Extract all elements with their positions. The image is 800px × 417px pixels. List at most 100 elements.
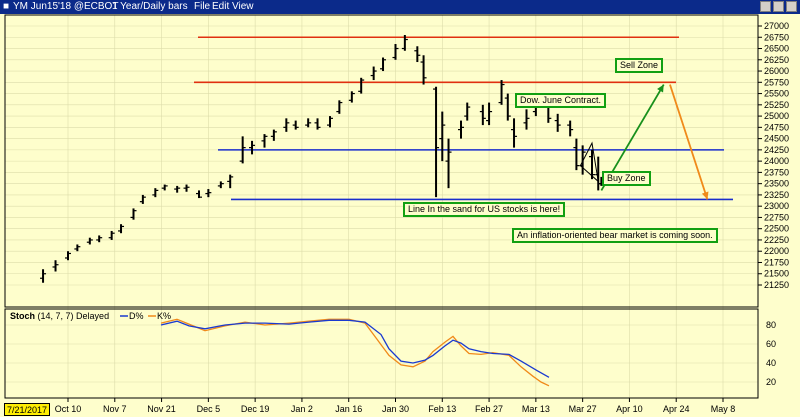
ohlc-bar: [486, 102, 493, 126]
ohlc-bar: [573, 138, 580, 171]
close-button[interactable]: [786, 1, 797, 12]
ohlc-bar: [380, 57, 387, 72]
price-tick-label: 21250: [764, 280, 789, 290]
ohlc-bar: [567, 120, 574, 137]
date-tick-label: Jan 16: [335, 404, 362, 414]
minimize-button[interactable]: [760, 1, 771, 12]
flag-outline: [579, 141, 599, 183]
ohlc-bar: [174, 185, 181, 193]
stochastic-lines: [160, 318, 550, 387]
stoch-tick-label: 20: [766, 377, 776, 387]
ohlc-bar: [196, 190, 202, 199]
ohlc-bar: [161, 184, 168, 191]
price-tick-label: 23250: [764, 190, 789, 200]
ohlc-bar: [305, 118, 312, 128]
buy-zone-label: Buy Zone: [602, 171, 651, 186]
ohlc-bar: [52, 260, 59, 272]
up-arrow-head: [657, 84, 664, 93]
menu-edit[interactable]: Edit: [212, 1, 230, 12]
stoch-tick-label: 60: [766, 339, 776, 349]
date-tick-label: Apr 24: [663, 404, 690, 414]
ohlc-bar: [270, 129, 277, 141]
ohlc-bar: [183, 184, 190, 192]
date-tick-label: Nov 7: [103, 404, 127, 414]
ohlc-bar: [589, 149, 595, 180]
ohlc-bar: [205, 189, 212, 198]
price-tick-label: 21750: [764, 257, 789, 267]
date-tick-label: Feb 27: [475, 404, 503, 414]
ohlc-bar: [40, 269, 47, 283]
ohlc-bar: [130, 208, 137, 220]
ohlc-bar: [392, 44, 399, 60]
price-tick-label: 26250: [764, 55, 789, 65]
date-tick-label: Mar 27: [569, 404, 597, 414]
ohlc-bar: [139, 194, 146, 204]
ohlc-bar: [336, 100, 343, 114]
ohlc-bar: [327, 116, 333, 128]
price-tick-label: 24000: [764, 156, 789, 166]
ohlc-bar: [420, 55, 427, 85]
ohlc-bar: [554, 113, 561, 132]
title-bar: ■ YM Jun15'18 @ECBOT 1 Year/Daily bars F…: [0, 0, 800, 14]
date-tick-label: Apr 10: [616, 404, 643, 414]
date-tick-label: Dec 19: [241, 404, 270, 414]
ohlc-bar: [511, 118, 518, 148]
date-tick-label: Mar 13: [522, 404, 550, 414]
price-tick-label: 24250: [764, 145, 789, 155]
price-tick-label: 23000: [764, 201, 789, 211]
ohlc-bar: [239, 136, 246, 164]
maximize-button[interactable]: [773, 1, 784, 12]
ohlc-bar: [65, 251, 71, 261]
price-tick-label: 26500: [764, 44, 789, 54]
period-label: 1 Year/Daily bars: [112, 1, 188, 12]
stoch-tick-label: 40: [766, 358, 776, 368]
stoch-title: Stoch (14, 7, 7) Delayed: [10, 311, 109, 321]
stoch-panel-frame: [4, 308, 759, 399]
level-lines: [194, 36, 733, 201]
stoch-title-name: Stoch: [10, 311, 36, 321]
price-tick-label: 24500: [764, 134, 789, 144]
ohlc-bar: [227, 174, 234, 189]
price-tick-label: 24750: [764, 122, 789, 132]
date-tick-label: Nov 21: [147, 404, 176, 414]
ohlc-bar: [479, 104, 486, 126]
ohlc-bar: [74, 244, 81, 252]
price-tick-label: 25250: [764, 100, 789, 110]
stoch-d-line: [160, 319, 550, 378]
ohlc-bar: [504, 93, 511, 121]
ohlc-bar: [370, 66, 377, 81]
ohlc-bar: [217, 181, 224, 189]
ohlc-bar: [249, 140, 256, 155]
date-tick-label: Jan 30: [382, 404, 409, 414]
ohlc-bar: [358, 77, 365, 94]
ohlc-bar: [96, 235, 103, 243]
stoch-axis: 80 60 40 20: [766, 320, 776, 387]
ohlc-bar: [292, 120, 299, 130]
symbol-label: YM Jun15'18 @ECBOT: [13, 1, 119, 12]
first-date-label: 7/21/2017: [4, 403, 51, 416]
date-tick-label: May 8: [711, 404, 736, 414]
ohlc-bar: [464, 102, 471, 121]
ohlc-bar: [414, 46, 421, 63]
price-tick-label: 25000: [764, 111, 789, 121]
ohlc-bar: [86, 237, 93, 245]
price-tick-label: 22500: [764, 224, 789, 234]
ohlc-bar: [498, 80, 505, 105]
date-tick-label: Jan 2: [291, 404, 313, 414]
menu-file[interactable]: File: [194, 1, 211, 12]
ohlc-bar: [118, 224, 125, 234]
ohlc-bar: [445, 138, 452, 189]
ohlc-bar: [348, 91, 355, 103]
date-tick-label: Dec 5: [197, 404, 221, 414]
price-tick-label: 26000: [764, 66, 789, 76]
ohlc-bar: [261, 134, 268, 148]
stoch-legend: D% K%: [120, 311, 171, 321]
stoch-d-legend: D%: [129, 311, 144, 321]
menu-view[interactable]: View: [232, 1, 254, 12]
line-in-sand-label: Line In the sand for US stocks is here!: [403, 202, 566, 217]
down-arrow: [669, 84, 709, 200]
ohlc-bar: [283, 118, 290, 132]
price-tick-label: 22250: [764, 235, 789, 245]
